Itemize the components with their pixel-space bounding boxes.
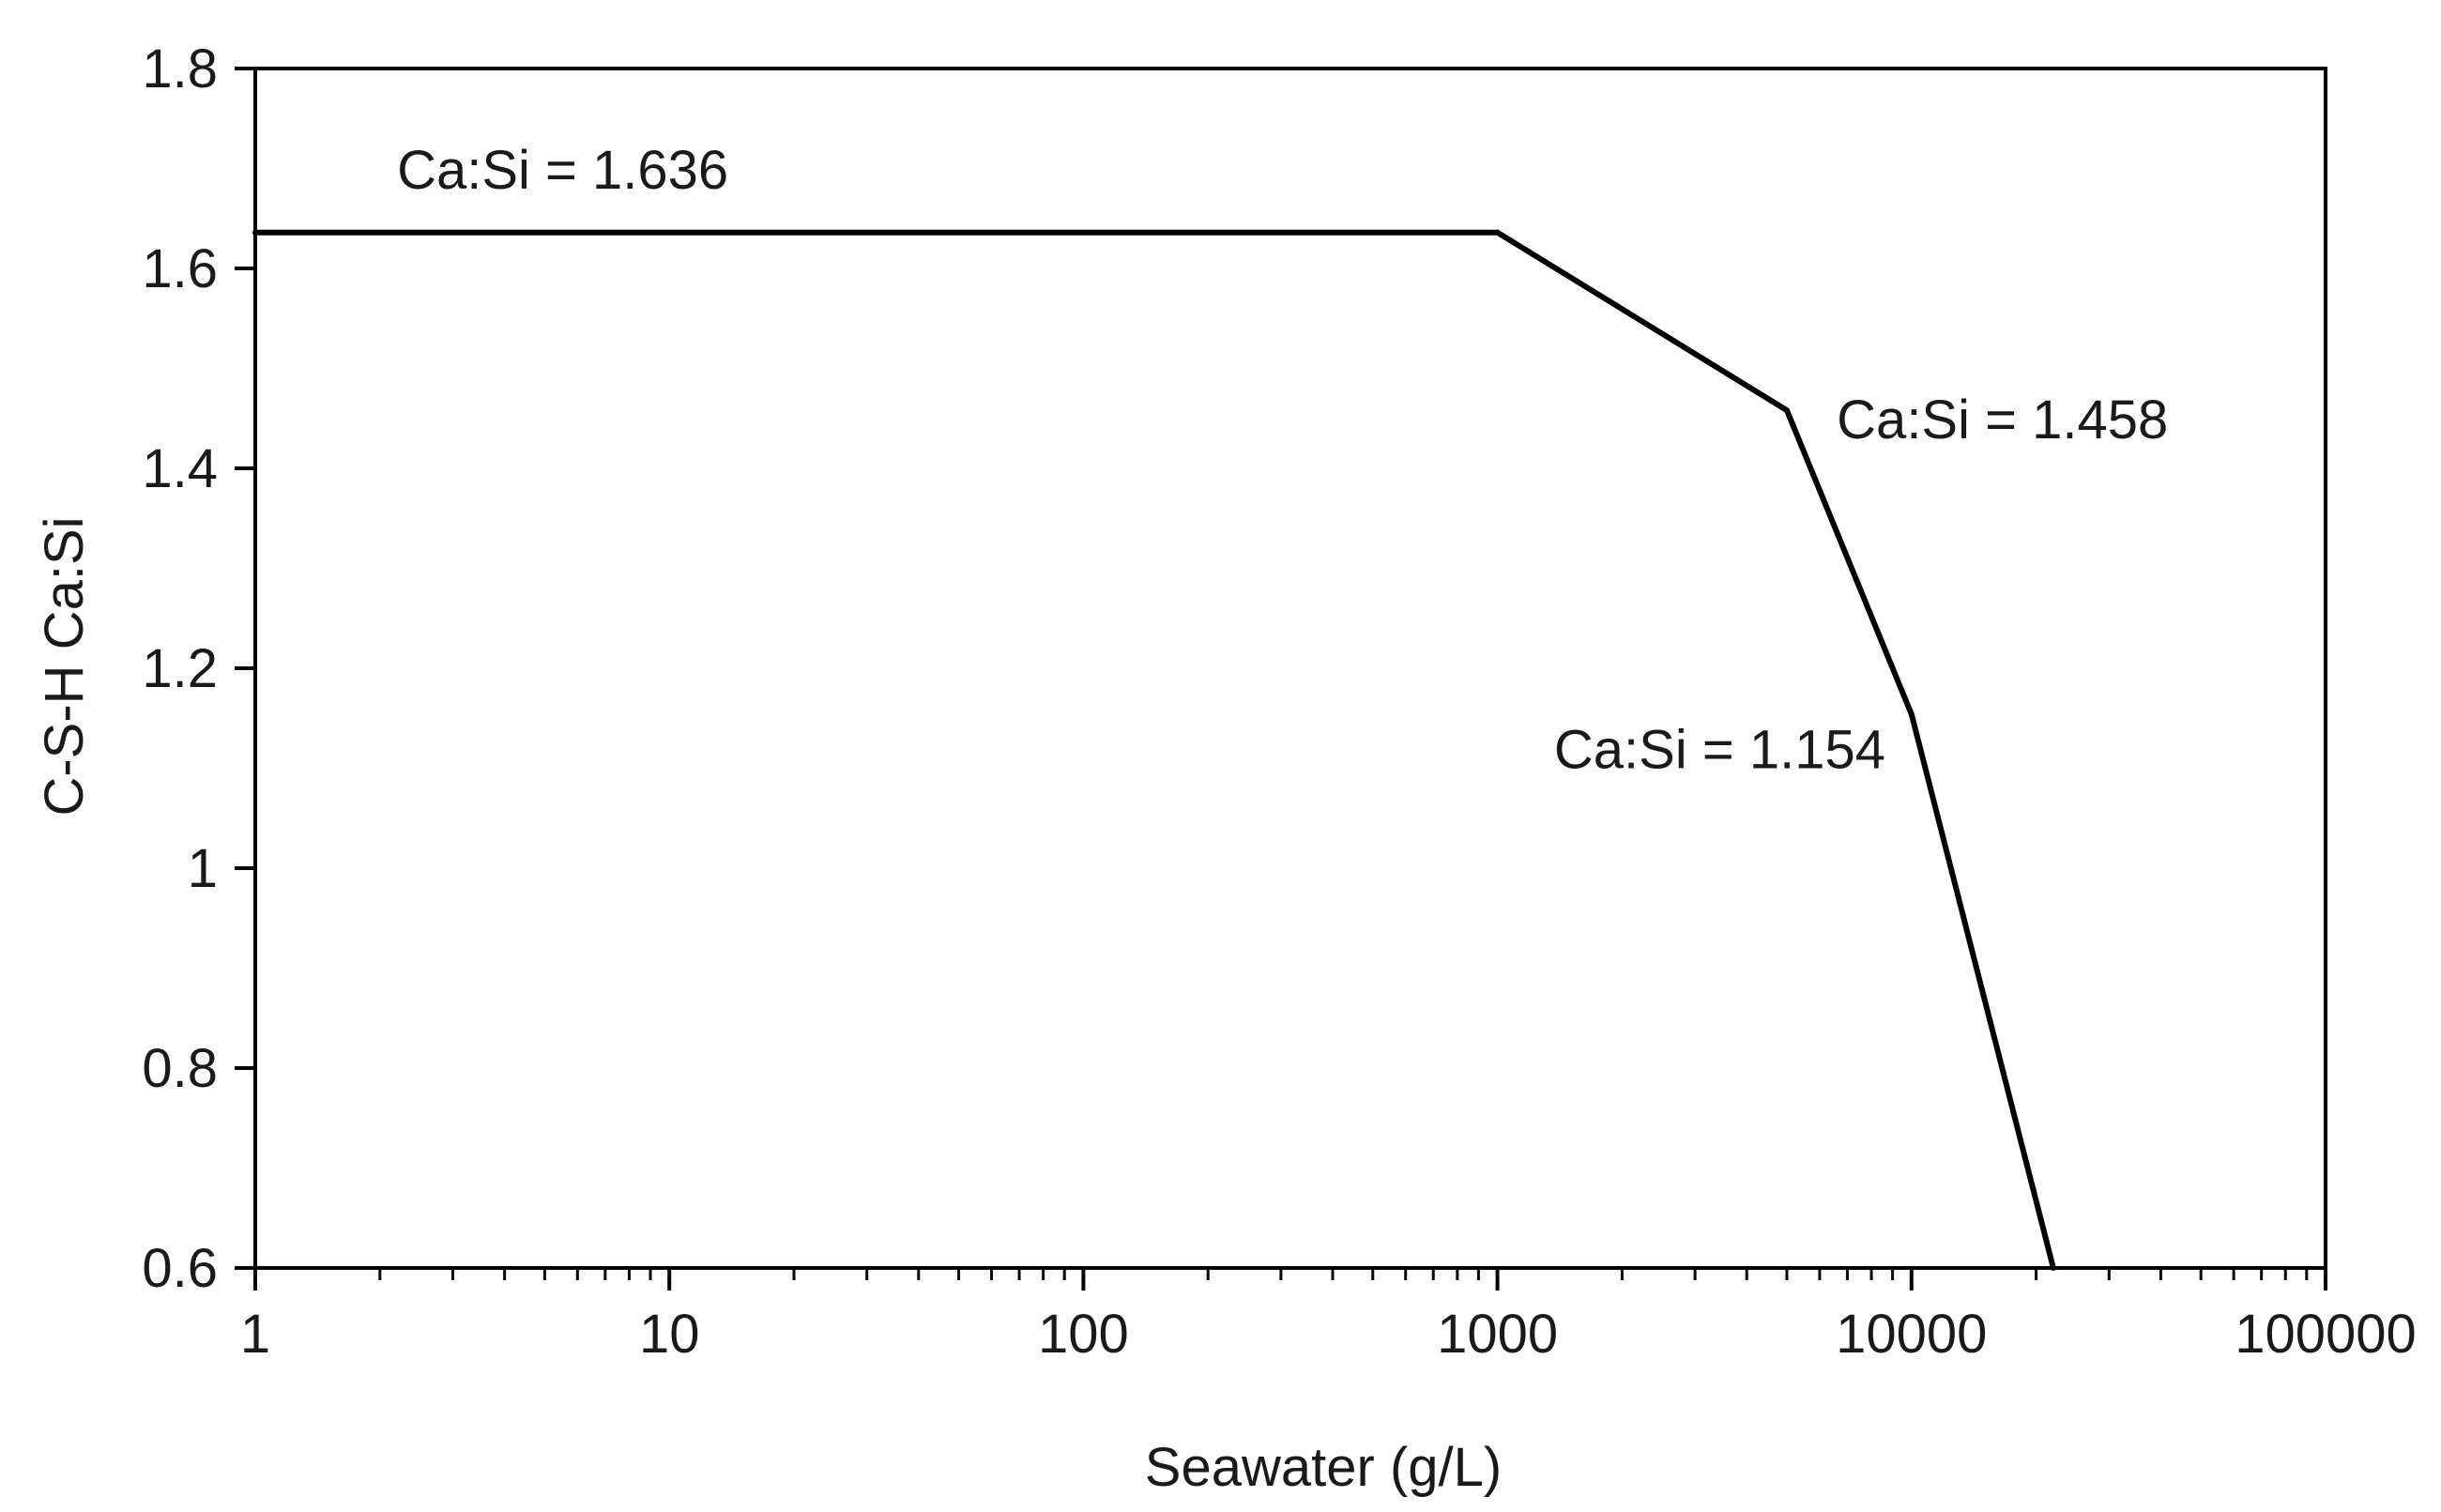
x-tick-labels: 1 10 100 1000 10000 100000	[240, 1304, 2417, 1365]
y-tick-labels: 0.6 0.8 1 1.2 1.4 1.6 1.8	[142, 38, 218, 1299]
plot-area	[253, 67, 2327, 1270]
x-tick-label: 100	[1038, 1304, 1129, 1365]
series-points	[252, 229, 2056, 1271]
series-point	[252, 229, 258, 236]
series-point	[1783, 407, 1790, 414]
series-point	[1908, 710, 1915, 717]
x-tick-label: 10000	[1836, 1304, 1987, 1365]
series-point	[1494, 229, 1501, 236]
y-tick-label: 1.4	[142, 438, 218, 499]
x-tick-label: 1	[240, 1304, 270, 1365]
y-tick-label: 0.6	[142, 1238, 218, 1299]
y-tick-label: 1	[188, 838, 218, 899]
annotation-label: Ca:Si = 1.458	[1837, 389, 2168, 451]
y-tick-label: 0.8	[142, 1038, 218, 1099]
annotation-label: Ca:Si = 1.636	[397, 140, 728, 201]
annotation-label: Ca:Si = 1.154	[1554, 720, 1885, 781]
y-ticks	[235, 67, 255, 1270]
x-tick-label: 100000	[2235, 1304, 2417, 1365]
x-tick-label: 10	[639, 1304, 700, 1365]
x-axis-title: Seawater (g/L)	[1145, 1437, 1502, 1498]
y-tick-label: 1.6	[142, 238, 218, 299]
series-point	[2050, 1265, 2056, 1271]
x-minor-ticks	[378, 1268, 2309, 1280]
y-axis-title: C-S-H Ca:Si	[34, 516, 95, 816]
x-major-ticks	[253, 1268, 2327, 1291]
x-tick-label: 1000	[1437, 1304, 1558, 1365]
y-tick-label: 1.2	[142, 638, 218, 699]
annotations: Ca:Si = 1.636 Ca:Si = 1.458 Ca:Si = 1.154	[397, 140, 2168, 781]
y-tick-label: 1.8	[142, 38, 218, 99]
